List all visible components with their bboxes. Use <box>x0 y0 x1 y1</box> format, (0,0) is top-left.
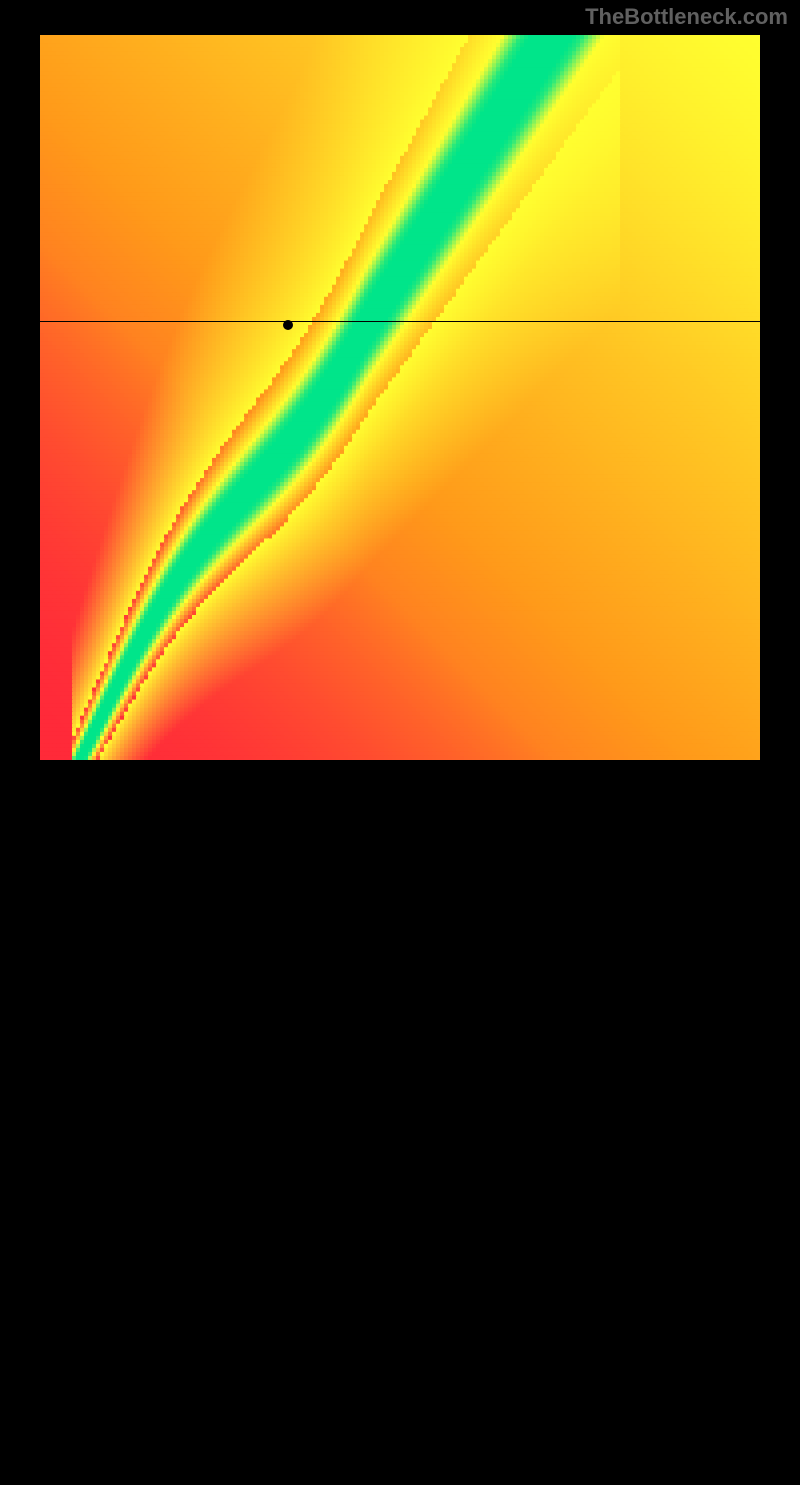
crosshair-vertical <box>288 760 289 1485</box>
crosshair-horizontal <box>40 321 760 322</box>
heatmap-canvas <box>40 35 760 760</box>
intersection-marker <box>283 320 293 330</box>
watermark-text: TheBottleneck.com <box>585 4 788 30</box>
heatmap-plot <box>40 35 760 760</box>
